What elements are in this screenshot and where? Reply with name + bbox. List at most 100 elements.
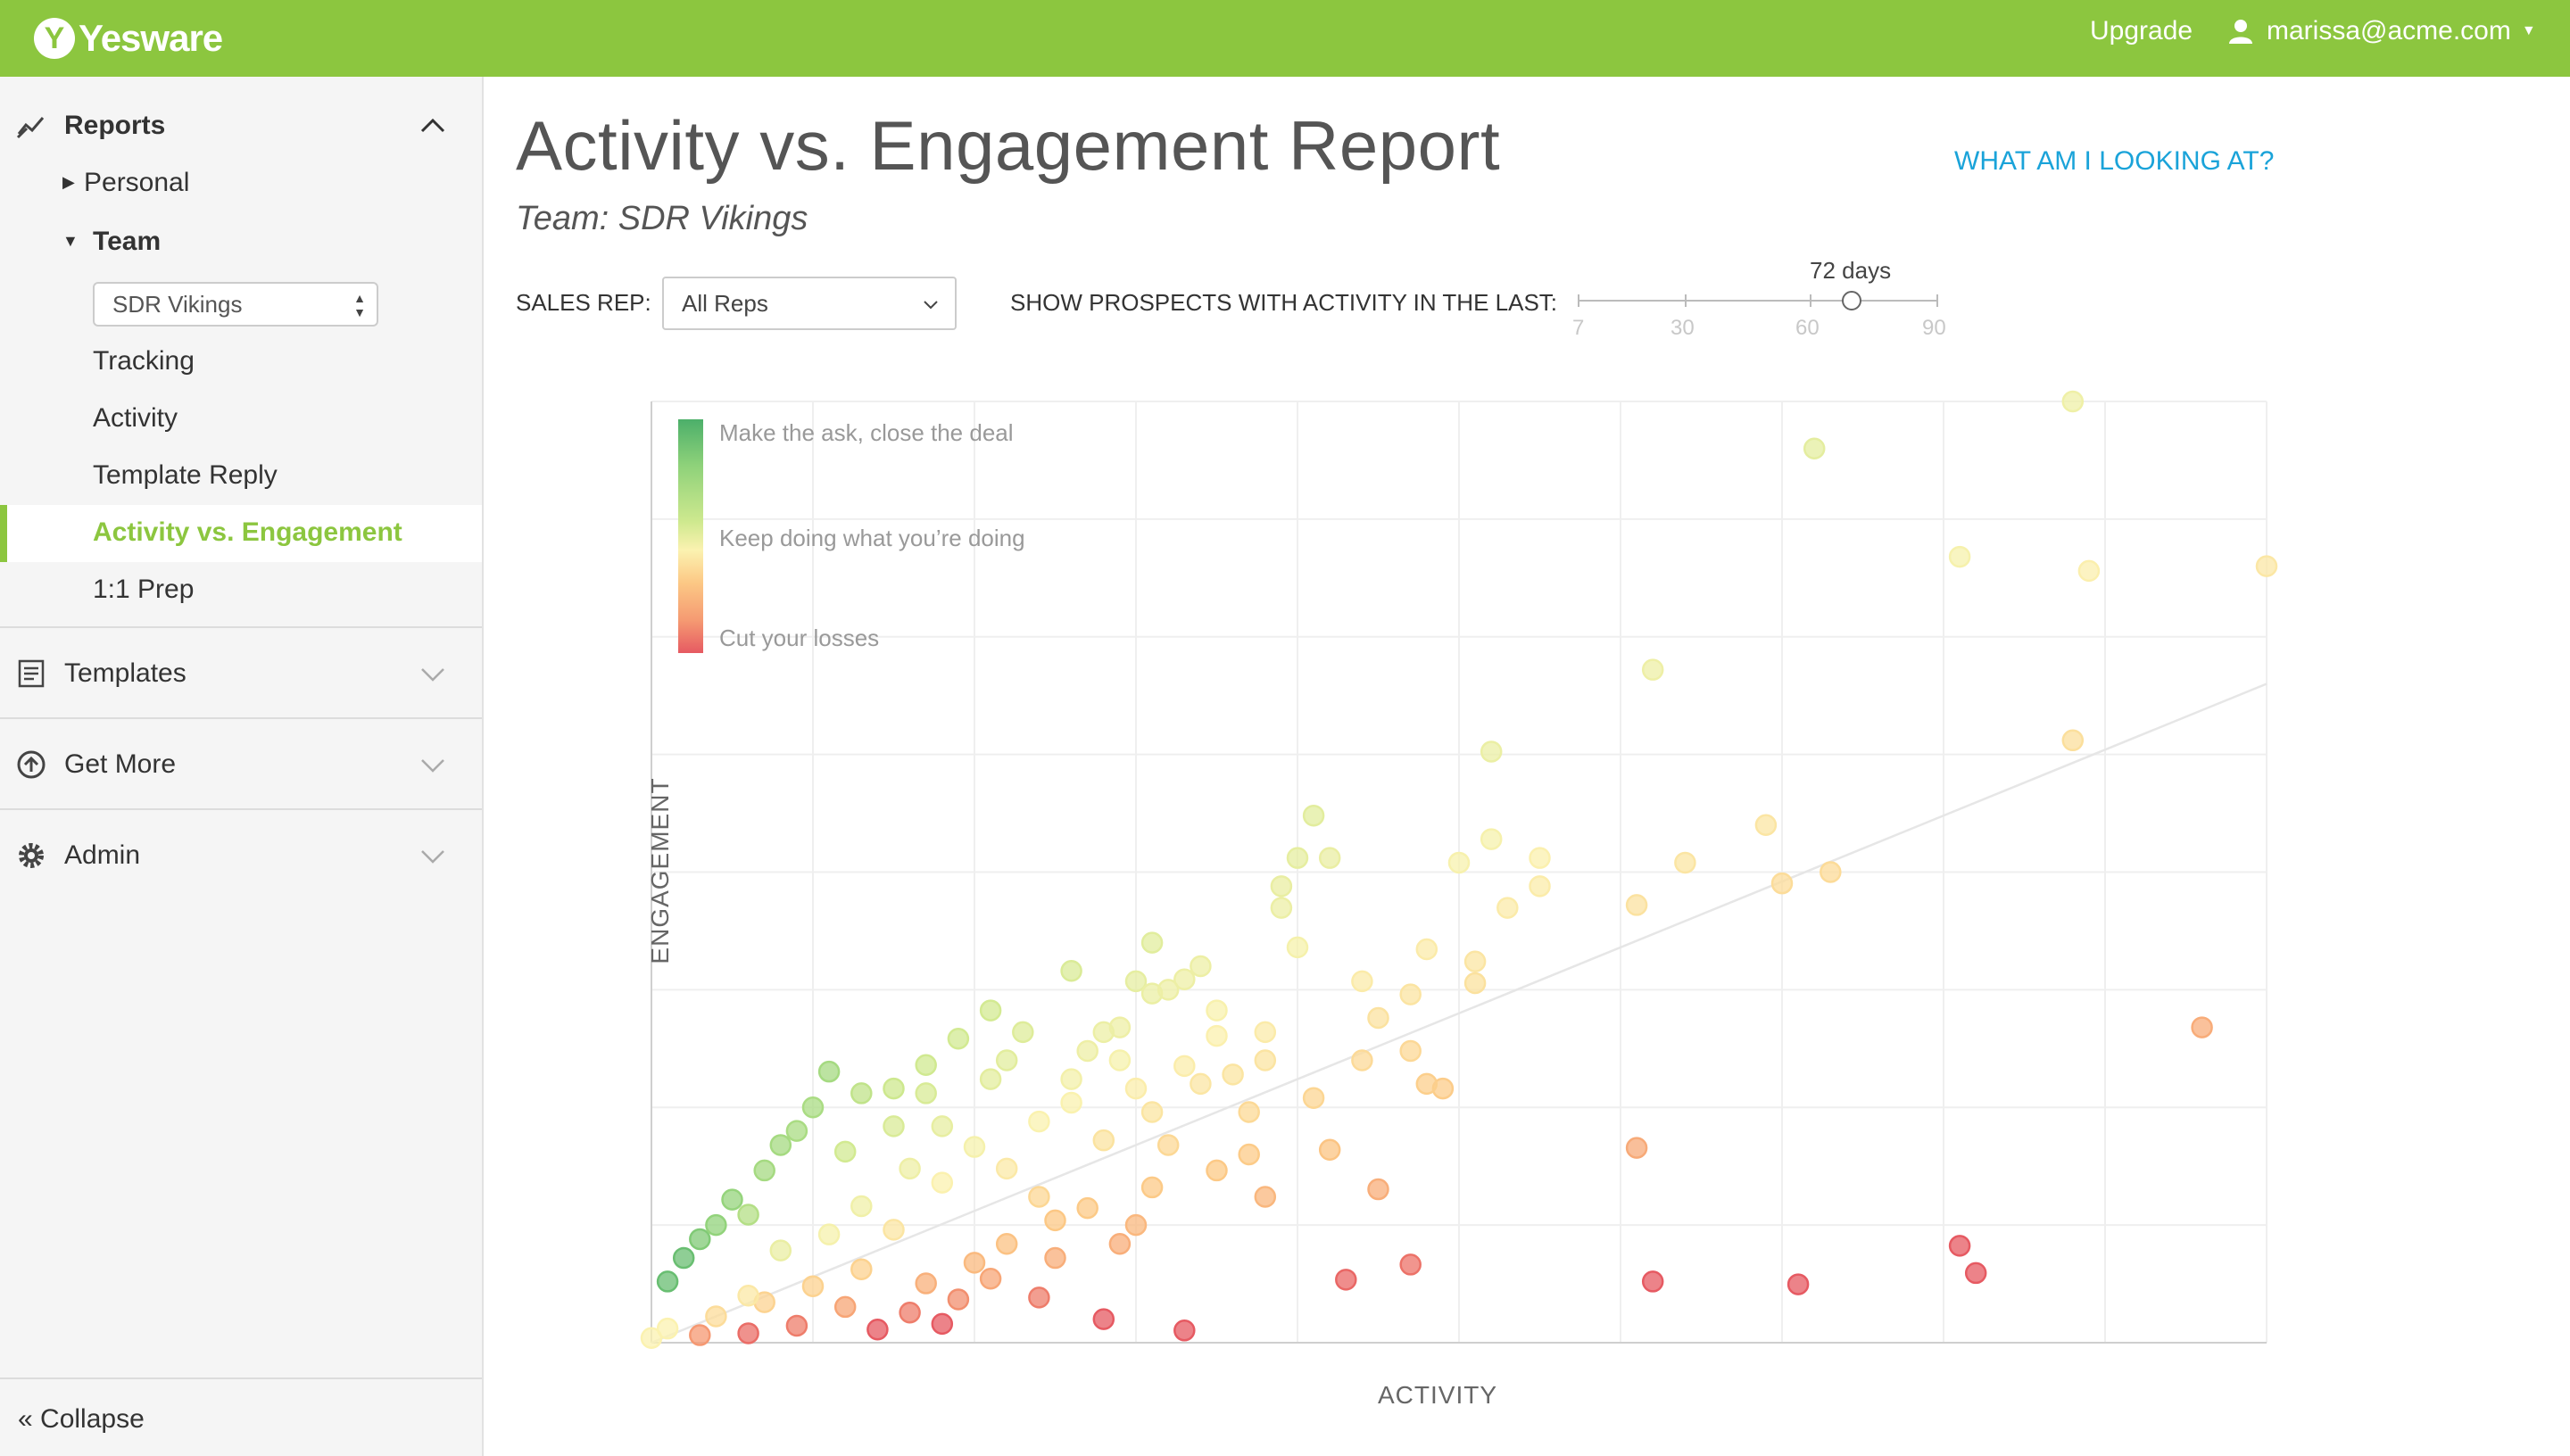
slider-tick-label: 7	[1572, 316, 1585, 340]
data-point	[1496, 897, 1519, 919]
sidebar-section-admin[interactable]: Admin	[0, 824, 482, 887]
chevron-up-icon	[420, 118, 445, 133]
data-point	[915, 1082, 937, 1104]
sales-rep-value: All Reps	[682, 290, 768, 317]
data-point	[1447, 851, 1471, 874]
data-point	[1206, 1159, 1228, 1182]
caret-down-icon: ▼	[62, 232, 79, 250]
data-point	[737, 1204, 759, 1226]
data-point	[1415, 1072, 1438, 1096]
data-point	[2077, 559, 2101, 583]
slider-handle[interactable]	[1842, 291, 1861, 310]
sidebar-item-tracking[interactable]: Tracking	[93, 346, 195, 376]
data-point	[1270, 897, 1293, 919]
data-point	[963, 1252, 986, 1274]
brand-name: Yesware	[79, 17, 223, 59]
data-point	[899, 1157, 921, 1180]
data-point	[947, 1288, 970, 1311]
data-point	[866, 1318, 889, 1341]
sidebar-section-reports[interactable]: Reports	[0, 95, 482, 157]
sidebar-item-template-reply[interactable]: Template Reply	[93, 460, 278, 490]
data-point	[1173, 1320, 1196, 1342]
data-point	[1351, 970, 1373, 993]
data-point	[850, 1258, 873, 1280]
data-point	[672, 1246, 695, 1270]
data-point	[1173, 968, 1196, 991]
data-point	[1625, 1137, 1648, 1159]
data-point	[1044, 1209, 1066, 1232]
sales-rep-select[interactable]: All Reps	[662, 277, 957, 330]
data-point	[1028, 1286, 1050, 1309]
yesware-logo[interactable]: Y Yesware	[34, 14, 223, 62]
sidebar-item-activity[interactable]: Activity	[93, 403, 178, 433]
data-point	[1254, 1186, 1277, 1208]
data-point	[931, 1312, 954, 1336]
data-point	[947, 1027, 970, 1050]
data-point	[1108, 1049, 1132, 1071]
yesware-logo-icon: Y	[34, 18, 75, 59]
data-point	[1399, 983, 1422, 1005]
data-point	[1238, 1101, 1260, 1123]
data-point	[705, 1213, 727, 1237]
data-point	[656, 1270, 679, 1293]
data-point	[1060, 1068, 1082, 1090]
slider-tick	[1810, 294, 1811, 307]
data-point	[833, 1295, 857, 1319]
slider-tick	[1578, 294, 1579, 307]
activity-engagement-chart	[640, 390, 2278, 1349]
data-point	[1140, 931, 1164, 954]
data-point	[1076, 1196, 1098, 1220]
data-point	[1254, 1021, 1277, 1044]
chevron-down-icon	[421, 759, 444, 773]
data-point	[1028, 1110, 1050, 1133]
data-point	[1222, 1063, 1244, 1086]
data-point	[1092, 1308, 1115, 1330]
team-select[interactable]: SDR Vikings ▲ ▼	[93, 282, 378, 327]
chevron-down-icon	[421, 668, 444, 682]
sidebar-section-label: Templates	[64, 658, 187, 688]
slider-track[interactable]	[1578, 300, 1938, 302]
sidebar-item-activity-vs-engagement[interactable]: Activity vs. Engagement	[0, 505, 482, 562]
slider-tick-label: 30	[1670, 316, 1695, 340]
collapse-button[interactable]: « Collapse	[0, 1377, 482, 1456]
data-point	[785, 1120, 808, 1142]
days-slider[interactable]: 72 days 7 30 60 90	[1571, 252, 1946, 350]
upgrade-link[interactable]: Upgrade	[2090, 16, 2193, 46]
data-point	[1124, 970, 1148, 993]
gear-icon	[19, 843, 44, 868]
user-menu[interactable]: marissa@acme.com ▼	[2227, 16, 2536, 46]
data-point	[1076, 1039, 1098, 1063]
sidebar-item-1-1-prep[interactable]: 1:1 Prep	[93, 575, 195, 604]
help-link[interactable]: WHAT AM I LOOKING AT?	[1954, 146, 2275, 176]
data-point	[963, 1136, 986, 1158]
page-title: Activity vs. Engagement Report	[516, 106, 1501, 185]
data-point	[1754, 814, 1778, 836]
sidebar-section-label: Admin	[64, 840, 141, 870]
data-point	[1351, 1049, 1373, 1071]
data-point	[689, 1324, 711, 1346]
data-point	[769, 1134, 792, 1156]
data-point	[1092, 1021, 1115, 1044]
data-point	[1770, 872, 1794, 895]
x-axis-title: ACTIVITY	[1378, 1381, 1498, 1409]
data-point	[995, 1157, 1018, 1180]
sidebar-item-team[interactable]: Team	[93, 227, 162, 256]
sidebar-section-get-more[interactable]: Get More	[0, 733, 482, 796]
data-point	[1820, 861, 1842, 883]
data-point	[1238, 1143, 1260, 1166]
data-point	[1092, 1129, 1115, 1152]
sidebar-section-templates[interactable]: Templates	[0, 642, 482, 705]
data-point	[1060, 1091, 1082, 1114]
data-point	[1173, 1055, 1196, 1078]
data-point	[1124, 1213, 1148, 1237]
chart-line-icon	[16, 117, 45, 139]
data-point	[1270, 875, 1293, 898]
data-point	[899, 1301, 921, 1324]
slider-tick-label: 90	[1922, 316, 1946, 340]
data-point	[1254, 1049, 1277, 1071]
data-point	[769, 1239, 792, 1262]
upload-circle-icon	[17, 750, 46, 779]
caret-down-icon: ▼	[2521, 23, 2536, 38]
data-point	[1463, 950, 1487, 972]
sidebar-item-personal[interactable]: Personal	[84, 168, 190, 197]
